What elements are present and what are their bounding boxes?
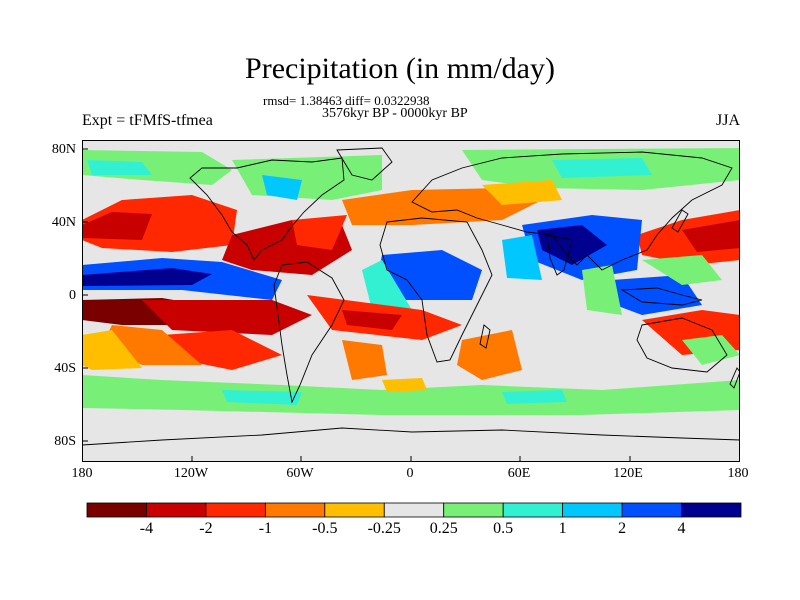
field-itcz-navy bbox=[82, 268, 212, 286]
field-asia-navy bbox=[537, 225, 607, 265]
coast-antarctica bbox=[82, 427, 740, 446]
colorbar-box bbox=[146, 502, 207, 518]
field-natl-yellow bbox=[482, 180, 562, 205]
colorbar-label: -4 bbox=[139, 520, 154, 537]
field-eqatl-darkred bbox=[342, 310, 402, 330]
lon-tick-120w: 120W bbox=[173, 466, 209, 481]
field-na-blue bbox=[262, 175, 302, 200]
field-so-yellow bbox=[382, 378, 427, 392]
coast-north-america bbox=[189, 157, 345, 261]
field-atl-red bbox=[292, 215, 347, 250]
coast-south-america bbox=[273, 261, 345, 404]
colorbar-box bbox=[621, 502, 682, 518]
field-npac-darkred bbox=[82, 212, 152, 240]
colorbar-box bbox=[443, 502, 504, 518]
stats-line: rmsd= 1.38463 diff= 0.0322938 bbox=[263, 93, 430, 108]
coast-indonesia bbox=[620, 287, 703, 306]
field-wpac-darkred bbox=[682, 220, 740, 252]
lat-tick-0: 0 bbox=[69, 288, 76, 303]
coast-africa bbox=[379, 217, 493, 363]
field-sind-orange bbox=[457, 330, 522, 380]
precipitation-map bbox=[82, 140, 740, 462]
coast-australia bbox=[636, 317, 728, 373]
lat-tick-80s: 80S bbox=[54, 434, 76, 449]
lon-tick-60w: 60W bbox=[286, 466, 314, 481]
lon-tick-180w: 180 bbox=[71, 466, 93, 481]
colorbar-label: -0.5 bbox=[312, 520, 338, 537]
field-siberia-cyan bbox=[552, 158, 652, 178]
coast-madagascar bbox=[479, 324, 491, 349]
map-title: Precipitation (in mm/day) bbox=[245, 52, 555, 85]
lon-tick-120e: 120E bbox=[613, 466, 643, 481]
field-so-cyan2 bbox=[502, 390, 567, 404]
axis-ticks bbox=[82, 148, 631, 462]
colorbar-label: -0.25 bbox=[367, 520, 401, 537]
lat-tick-40s: 40S bbox=[54, 361, 76, 376]
lat-tick-40n: 40N bbox=[51, 215, 76, 230]
field-arctic-cyan bbox=[87, 160, 152, 175]
field-africa-blue bbox=[377, 250, 482, 300]
colorbar-label: 0.5 bbox=[493, 520, 514, 537]
field-eqpac-red bbox=[142, 300, 312, 335]
colorbar-box bbox=[205, 502, 266, 518]
colorbar-label: 1 bbox=[558, 520, 567, 537]
field-sam-orange bbox=[342, 340, 387, 380]
colorbar-box bbox=[562, 502, 623, 518]
coast-greenland bbox=[336, 147, 393, 181]
experiment-label: Expt = tFMfS-tfmea bbox=[82, 112, 213, 129]
field-seasia-green bbox=[642, 255, 722, 285]
field-so-green bbox=[82, 375, 740, 415]
coast-india bbox=[546, 234, 573, 276]
colorbar-label: 2 bbox=[618, 520, 627, 537]
lon-tick-60e: 60E bbox=[507, 466, 531, 481]
field-indo-green bbox=[582, 265, 622, 315]
colorbar-box bbox=[502, 502, 564, 518]
season-label: JJA bbox=[715, 112, 740, 129]
colorbar-label: 4 bbox=[677, 520, 686, 537]
lon-tick-0: 0 bbox=[406, 466, 414, 481]
period-line: 3576kyr BP - 0000kyr BP bbox=[322, 106, 468, 121]
colorbar-box bbox=[681, 502, 742, 518]
coast-japan bbox=[671, 209, 689, 233]
coastlines bbox=[82, 147, 740, 446]
colorbar-box bbox=[324, 502, 385, 518]
coast-eurasia bbox=[411, 151, 733, 271]
field-arctic-green bbox=[82, 150, 232, 185]
field-india-cyan bbox=[502, 235, 542, 280]
colorbar-box bbox=[383, 502, 445, 518]
colorbar bbox=[86, 502, 742, 518]
lat-tick-80n: 80N bbox=[51, 142, 76, 157]
colorbar-box bbox=[86, 502, 147, 518]
lon-tick-180e: 180 bbox=[727, 466, 749, 481]
field-africa-cyan bbox=[362, 260, 412, 310]
field-natl-orange bbox=[342, 188, 542, 225]
field-aus-green bbox=[682, 335, 740, 365]
colorbar-label: 0.25 bbox=[429, 520, 458, 537]
field-so-cyan bbox=[222, 390, 302, 405]
colorbar-label: -2 bbox=[199, 520, 213, 537]
colorbar-label: -1 bbox=[258, 520, 273, 537]
field-spac-yellow bbox=[82, 330, 142, 370]
colorbar-box bbox=[264, 502, 326, 518]
